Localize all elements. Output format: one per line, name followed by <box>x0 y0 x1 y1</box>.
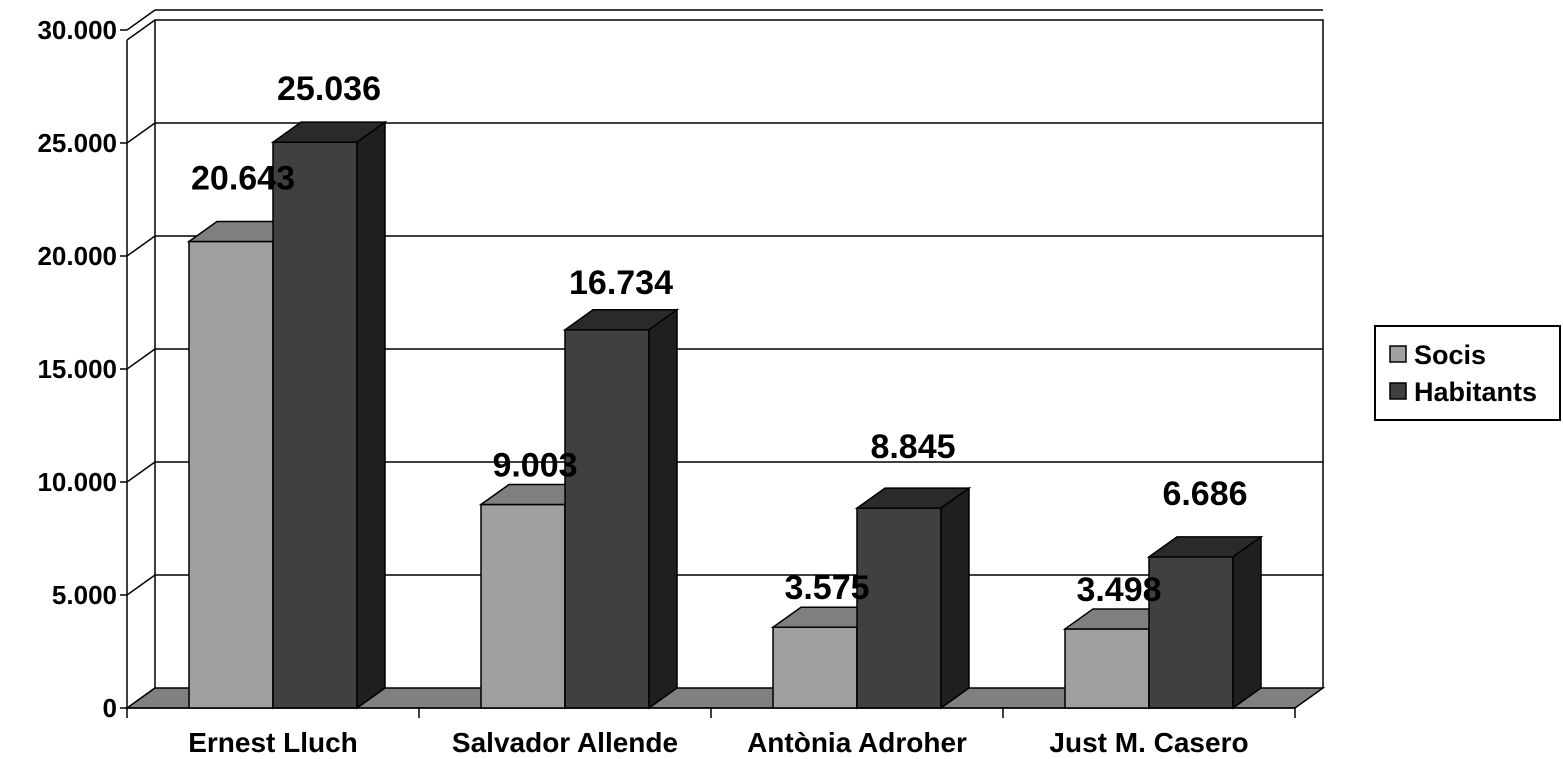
y-tick-label: 25.000 <box>37 128 117 158</box>
x-tick-label: Ernest Lluch <box>188 727 358 758</box>
data-label-habitants: 6.686 <box>1162 475 1247 513</box>
legend-box <box>1374 325 1561 421</box>
y-axis: 0 5.000 10.000 15.000 20.000 25.000 30.000 <box>37 15 128 723</box>
x-tick-label: Salvador Allende <box>452 727 678 758</box>
bar-habitants <box>270 120 388 710</box>
gridline-side <box>126 574 156 596</box>
bar-front <box>1064 628 1150 709</box>
bars <box>186 120 1264 710</box>
legend-label-habitants: Habitants <box>1414 377 1537 407</box>
gridline-side <box>126 122 156 144</box>
back-wall-edge <box>126 19 156 41</box>
y-tick-label: 30.000 <box>37 15 117 45</box>
bar-front <box>1148 556 1234 709</box>
data-label-socis: 3.498 <box>1076 571 1161 609</box>
legend-swatch-socis <box>1389 345 1407 363</box>
y-tick-label: 10.000 <box>37 467 117 497</box>
gridline-side <box>126 9 156 31</box>
x-tick-label: Antònia Adroher <box>747 727 967 758</box>
data-label-socis: 3.575 <box>784 569 869 607</box>
legend-swatch-habitants <box>1389 382 1407 400</box>
bar-front <box>480 503 566 709</box>
data-label-socis: 9.003 <box>492 447 577 485</box>
legend: Socis Habitants <box>1374 325 1561 421</box>
bar-front <box>272 141 358 709</box>
gridline-side <box>126 348 156 370</box>
gridline-side <box>126 461 156 483</box>
y-tick-label: 0 <box>103 693 117 723</box>
bar-front <box>856 507 942 709</box>
gridline-side <box>126 235 156 257</box>
x-axis: Ernest Lluch Salvador Allende Antònia Adro… <box>126 707 1296 758</box>
bar-front <box>772 626 858 709</box>
y-tick-label: 5.000 <box>52 580 117 610</box>
data-label-habitants: 8.845 <box>870 428 955 466</box>
bar-front <box>564 329 650 709</box>
bar-side <box>1232 535 1262 710</box>
data-label-habitants: 16.734 <box>569 264 673 302</box>
bar-side <box>356 120 386 710</box>
bar-socis <box>1062 607 1180 710</box>
bar-side <box>648 308 678 710</box>
x-tick-label: Just M. Casero <box>1049 727 1248 758</box>
bar-side <box>940 486 970 710</box>
data-labels: 20.643 25.036 9.003 16.734 3.575 8.845 3.498 6.… <box>191 70 1248 609</box>
bar-habitants <box>1146 535 1264 710</box>
y-tick-label: 15.000 <box>37 354 117 384</box>
bar-habitants <box>854 486 972 710</box>
legend-label-socis: Socis <box>1414 340 1486 370</box>
data-label-socis: 20.643 <box>191 159 295 197</box>
data-label-habitants: 25.036 <box>277 70 381 108</box>
bar-habitants <box>562 308 680 710</box>
y-tick-label: 20.000 <box>37 241 117 271</box>
bar-front <box>188 240 274 709</box>
